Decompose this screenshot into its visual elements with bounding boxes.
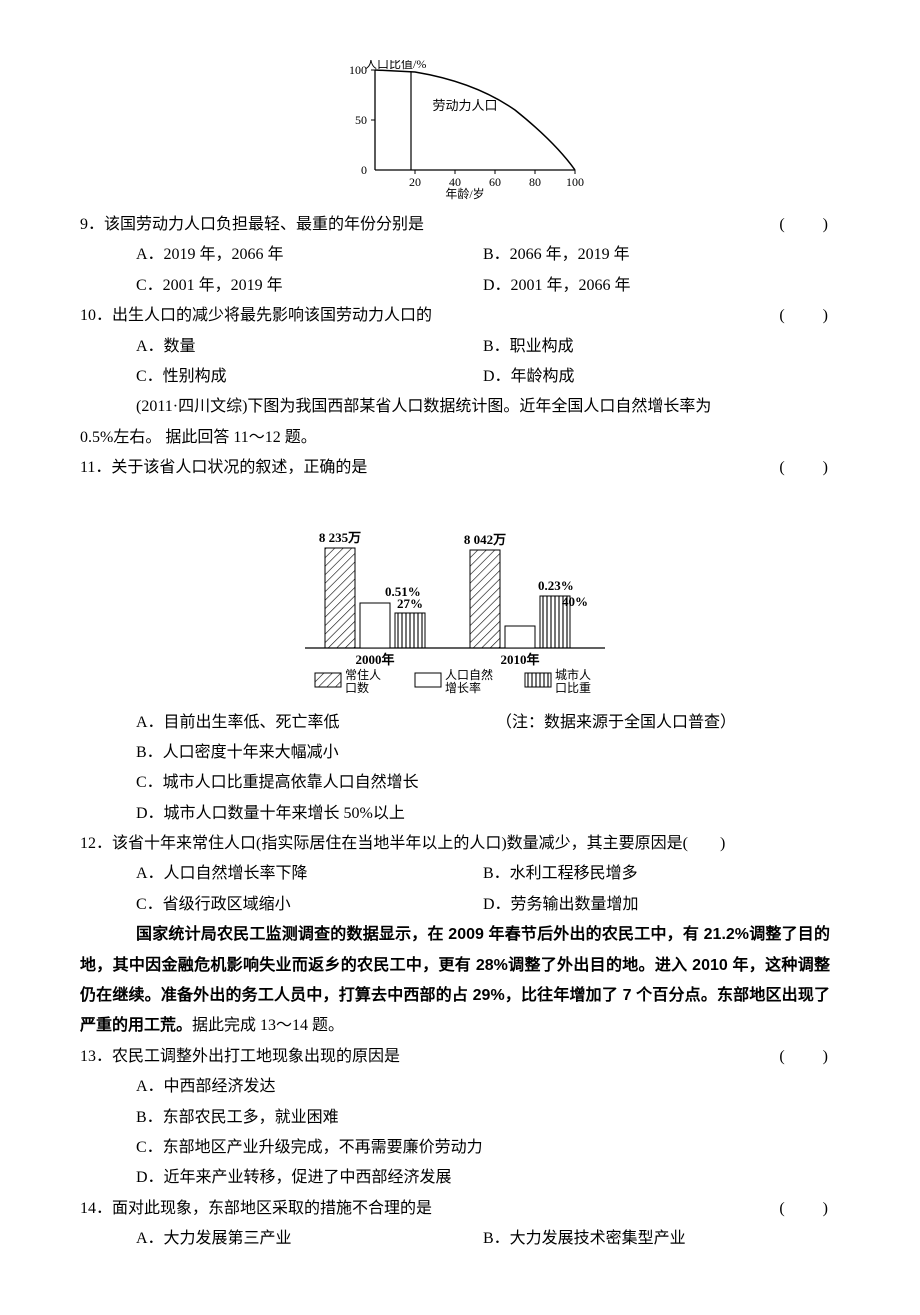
question-12: 12． 该省十年来常住人口(指实际居住在当地半年以上的人口)数量减少，其主要原因… bbox=[80, 829, 830, 859]
q11-text: 关于该省人口状况的叙述，正确的是 bbox=[111, 453, 779, 483]
svg-text:20: 20 bbox=[409, 175, 421, 189]
question-13: 13． 农民工调整外出打工地现象出现的原因是 ( ) bbox=[80, 1042, 830, 1072]
q12-text: 该省十年来常住人口(指实际居住在当地半年以上的人口)数量减少，其主要原因是( ) bbox=[112, 829, 830, 859]
q12-opt-a: A．人口自然增长率下降 bbox=[136, 859, 483, 889]
svg-text:27%: 27% bbox=[397, 596, 423, 611]
svg-text:人口比值/%: 人口比值/% bbox=[365, 60, 426, 71]
q11-opt-a: A．目前出生率低、死亡率低 bbox=[80, 708, 496, 738]
svg-text:80: 80 bbox=[529, 175, 541, 189]
intro11-line2b: 据此回答 11～12 题。 bbox=[165, 429, 316, 446]
svg-text:口数: 口数 bbox=[345, 680, 369, 695]
q13-opt-a: A．中西部经济发达 bbox=[80, 1072, 830, 1102]
q12-opt-b: B．水利工程移民增多 bbox=[483, 859, 830, 889]
q9-opt-c: C．2001 年，2019 年 bbox=[136, 271, 483, 301]
svg-text:2000年: 2000年 bbox=[355, 652, 394, 667]
q11-opt-b: B．人口密度十年来大幅减小 bbox=[80, 738, 830, 768]
svg-text:40%: 40% bbox=[562, 594, 588, 609]
intro11-line1: (2011·四川文综)下图为我国西部某省人口数据统计图。近年全国人口自然增长率为 bbox=[80, 392, 830, 422]
q9-num: 9． bbox=[80, 210, 104, 240]
svg-text:60: 60 bbox=[489, 175, 501, 189]
q13-opt-c: C．东部地区产业升级完成，不再需要廉价劳动力 bbox=[80, 1133, 830, 1163]
labor-population-chart: 100 50 0 20 40 60 80 100 人口比值/% 年龄/ bbox=[80, 60, 830, 200]
q11-paren: ( ) bbox=[779, 453, 830, 483]
q11-note: （注：数据来源于全国人口普查） bbox=[496, 708, 830, 738]
q10-opt-a: A．数量 bbox=[136, 332, 483, 362]
q9-options: A．2019 年，2066 年 B．2066 年，2019 年 bbox=[80, 240, 830, 270]
q9-options-row2: C．2001 年，2019 年 D．2001 年，2066 年 bbox=[80, 271, 830, 301]
intro11-line2: 0.5%左右。 bbox=[80, 429, 161, 446]
q13-text: 农民工调整外出打工地现象出现的原因是 bbox=[112, 1042, 779, 1072]
svg-text:增长率: 增长率 bbox=[445, 680, 481, 695]
q10-num: 10． bbox=[80, 301, 112, 331]
q12-opt-c: C．省级行政区域缩小 bbox=[136, 890, 483, 920]
q10-paren: ( ) bbox=[779, 301, 830, 331]
svg-text:年龄/岁: 年龄/岁 bbox=[445, 186, 484, 200]
question-10: 10． 出生人口的减少将最先影响该国劳动力人口的 ( ) bbox=[80, 301, 830, 331]
svg-text:2010年: 2010年 bbox=[500, 652, 539, 667]
q9-opt-b: B．2066 年，2019 年 bbox=[483, 240, 830, 270]
intro-11-12: (2011·四川文综)下图为我国西部某省人口数据统计图。近年全国人口自然增长率为… bbox=[80, 392, 830, 453]
q9-opt-a: A．2019 年，2066 年 bbox=[136, 240, 483, 270]
q14-options: A．大力发展第三产业 B．大力发展技术密集型产业 bbox=[80, 1224, 830, 1254]
svg-text:0: 0 bbox=[361, 163, 367, 177]
q10-text: 出生人口的减少将最先影响该国劳动力人口的 bbox=[112, 301, 779, 331]
q12-options: A．人口自然增长率下降 B．水利工程移民增多 bbox=[80, 859, 830, 889]
chart1-svg: 100 50 0 20 40 60 80 100 人口比值/% 年龄/ bbox=[305, 60, 605, 200]
q10-opt-c: C．性别构成 bbox=[136, 362, 483, 392]
q11-num: 11． bbox=[80, 453, 111, 483]
q9-paren: ( ) bbox=[779, 210, 830, 240]
q9-text: 该国劳动力人口负担最轻、最重的年份分别是 bbox=[104, 210, 779, 240]
q13-opt-b: B．东部农民工多，就业困难 bbox=[80, 1103, 830, 1133]
q9-opt-d: D．2001 年，2066 年 bbox=[483, 271, 830, 301]
svg-text:100: 100 bbox=[566, 175, 584, 189]
q10-opt-b: B．职业构成 bbox=[483, 332, 830, 362]
svg-text:口比重: 口比重 bbox=[555, 681, 591, 695]
svg-text:50: 50 bbox=[355, 113, 367, 127]
q14-opt-b: B．大力发展技术密集型产业 bbox=[483, 1224, 830, 1254]
svg-text:城市人: 城市人 bbox=[555, 667, 591, 682]
q14-paren: ( ) bbox=[779, 1194, 830, 1224]
q11-opt-d: D．城市人口数量十年来增长 50%以上 bbox=[80, 799, 830, 829]
q10-opt-d: D．年龄构成 bbox=[483, 362, 830, 392]
q12-options-row2: C．省级行政区域缩小 D．劳务输出数量增加 bbox=[80, 890, 830, 920]
svg-text:8 042万: 8 042万 bbox=[464, 532, 506, 547]
svg-text:常住人: 常住人 bbox=[345, 668, 381, 682]
q10-options-row2: C．性别构成 D．年龄构成 bbox=[80, 362, 830, 392]
intro13-tail: 据此完成 13～14 题。 bbox=[192, 1017, 344, 1034]
question-9: 9． 该国劳动力人口负担最轻、最重的年份分别是 ( ) bbox=[80, 210, 830, 240]
q12-opt-d: D．劳务输出数量增加 bbox=[483, 890, 830, 920]
q13-num: 13． bbox=[80, 1042, 112, 1072]
question-14: 14． 面对此现象，东部地区采取的措施不合理的是 ( ) bbox=[80, 1194, 830, 1224]
q12-num: 12． bbox=[80, 829, 112, 859]
q14-num: 14． bbox=[80, 1194, 112, 1224]
q13-opt-d: D．近年来产业转移，促进了中西部经济发展 bbox=[80, 1163, 830, 1193]
svg-text:人口自然: 人口自然 bbox=[445, 667, 493, 682]
question-11: 11． 关于该省人口状况的叙述，正确的是 ( ) bbox=[80, 453, 830, 483]
province-population-chart: 8 235万 0.51% 27% 2000年 8 042万 0.23% 40% … bbox=[80, 488, 830, 708]
intro-13-14: 国家统计局农民工监测调查的数据显示，在 2009 年春节后外出的农民工中，有 2… bbox=[80, 920, 830, 1042]
q11-opt-c: C．城市人口比重提高依靠人口自然增长 bbox=[80, 768, 830, 798]
q10-options: A．数量 B．职业构成 bbox=[80, 332, 830, 362]
q13-paren: ( ) bbox=[779, 1042, 830, 1072]
chart2-svg: 8 235万 0.51% 27% 2000年 8 042万 0.23% 40% … bbox=[285, 488, 625, 708]
q14-opt-a: A．大力发展第三产业 bbox=[136, 1224, 483, 1254]
q11-optA-row: A．目前出生率低、死亡率低 （注：数据来源于全国人口普查） bbox=[80, 708, 830, 738]
svg-text:0.23%: 0.23% bbox=[538, 578, 574, 593]
q14-text: 面对此现象，东部地区采取的措施不合理的是 bbox=[112, 1194, 779, 1224]
svg-text:劳动力人口: 劳动力人口 bbox=[432, 98, 497, 113]
svg-text:8 235万: 8 235万 bbox=[319, 530, 361, 545]
